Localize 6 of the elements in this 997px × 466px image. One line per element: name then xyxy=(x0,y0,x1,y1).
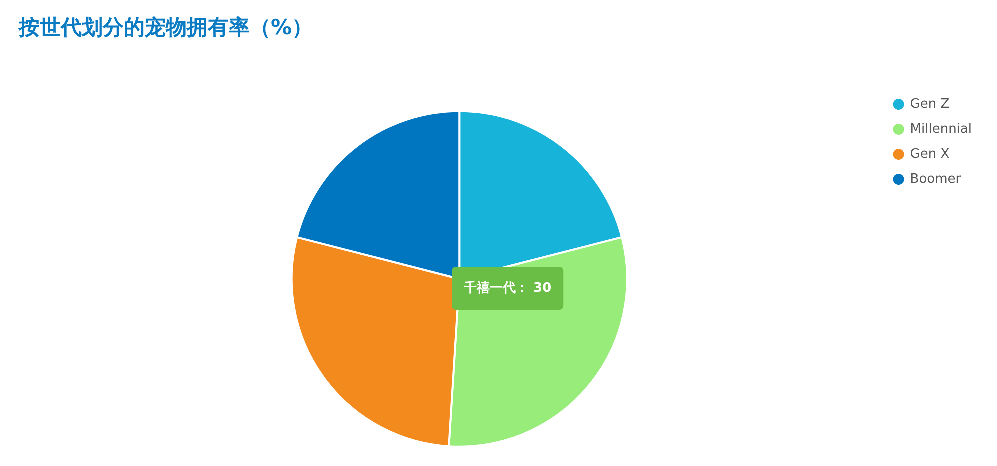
legend-label: Millennial xyxy=(910,122,972,137)
legend-label: Gen Z xyxy=(910,97,950,112)
legend-label: Gen X xyxy=(910,147,950,162)
data-label: 千禧一代： 30 xyxy=(463,280,552,296)
legend-label: Boomer xyxy=(910,172,962,187)
chart-title: 按世代划分的宠物拥有率（%） xyxy=(18,16,314,40)
